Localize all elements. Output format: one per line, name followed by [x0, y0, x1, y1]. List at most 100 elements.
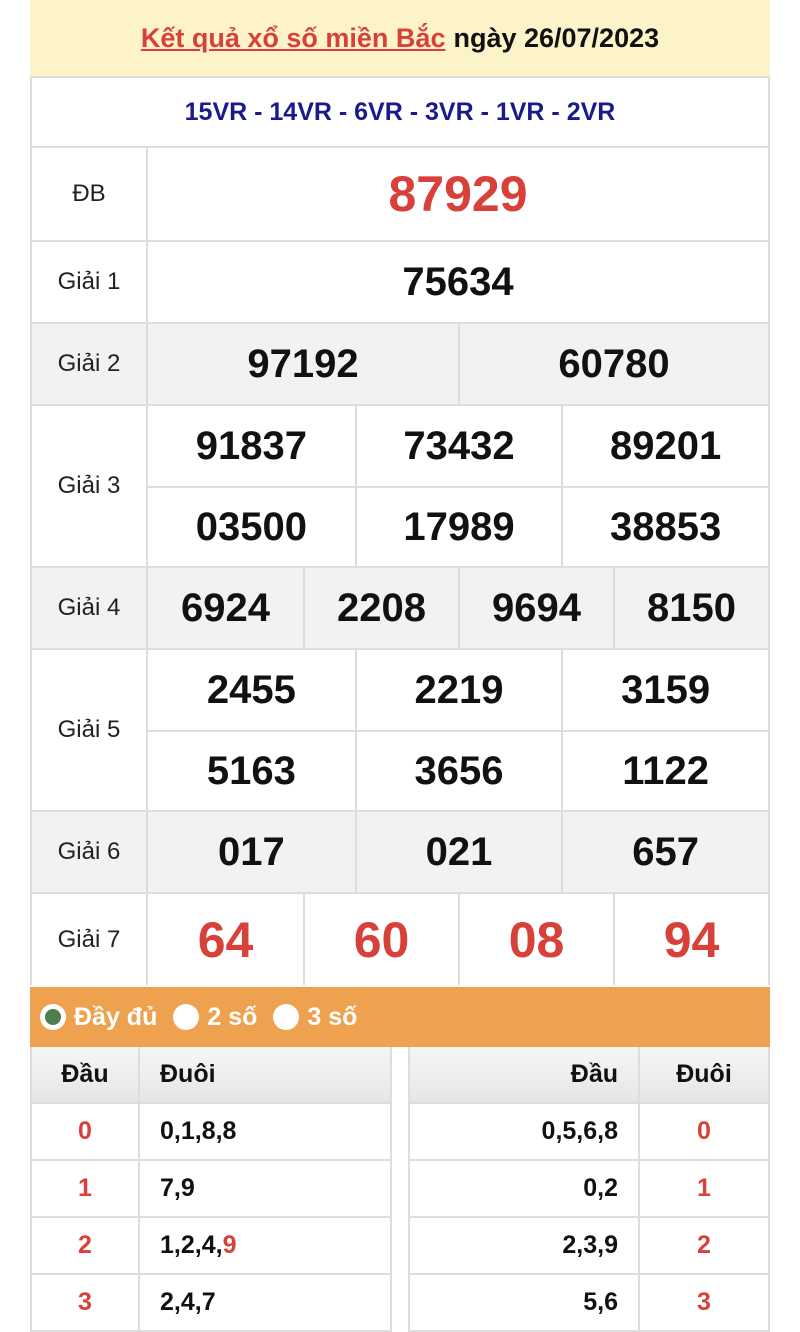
prize-number: 6924: [181, 585, 270, 630]
prize-number: 017: [217, 829, 285, 874]
prize-number: 2208: [303, 568, 458, 648]
loto-tail-value: 7,9: [160, 1174, 195, 1202]
column-header: Đuôi: [160, 1060, 216, 1088]
display-options: Đầy đủ 2 số 3 số: [30, 987, 770, 1047]
prize-label: ĐB: [32, 148, 148, 240]
loto-tail-value: 0,1,8,8: [160, 1117, 237, 1145]
loto-head: 0,2: [410, 1161, 640, 1216]
loto-row: 0 0,1,8,8: [30, 1104, 392, 1161]
prize-number: 9694: [458, 568, 613, 648]
option-label: 2 số: [207, 1002, 258, 1031]
prize-values: 97192 60780: [148, 324, 768, 404]
prize-number: 2219: [354, 650, 562, 730]
prize-row: Giải 6 017 021 657: [30, 810, 770, 892]
loto-row: 1 7,9: [30, 1161, 392, 1218]
option-1[interactable]: 2 số: [173, 1003, 257, 1032]
loto-header-row: Đầu Đuôi: [408, 1047, 770, 1104]
prize-label: Giải 2: [32, 324, 148, 404]
prize-row: Giải 5 2455 2219 3159 5163 3656 1122: [30, 648, 770, 810]
prize-number: 97192: [247, 341, 359, 386]
prize-number: 2455: [206, 667, 296, 712]
option-label: 3 số: [307, 1002, 358, 1031]
ticket-codes: 15VR - 14VR - 6VR - 3VR - 1VR - 2VR: [30, 76, 770, 146]
prize-number: 17989: [354, 486, 562, 566]
loto-head-value: 0,2: [583, 1174, 618, 1202]
loto-row: 5,6 3: [408, 1275, 770, 1332]
loto-tail-value: 2,4,7: [160, 1288, 216, 1316]
loto-tail-value: 0: [697, 1117, 711, 1145]
column-header: Đầu: [410, 1047, 640, 1102]
loto-tail: 2,4,7: [140, 1275, 390, 1330]
prize-label: Giải 4: [32, 568, 148, 648]
loto-head-value: 2,3,9: [562, 1231, 618, 1259]
prize-number: 87929: [388, 166, 528, 222]
prize-row: Giải 7 64 60 08 94: [30, 892, 770, 985]
prize-number: 75634: [402, 259, 514, 304]
loto-head: 0: [32, 1104, 140, 1159]
loto-head-value: 0,5,6,8: [541, 1117, 618, 1145]
radio-button[interactable]: [273, 1004, 300, 1030]
loto-tables: Đầu Đuôi 0 0,1,8,8 1 7,9 2 1,2,4, 9 3 2,4,7 Đầu Đuô…: [30, 1047, 770, 1332]
prize-values: 2455 2219 3159 5163 3656 1122: [148, 650, 768, 810]
prize-label: Giải 7: [32, 894, 148, 985]
loto-head: 1: [32, 1161, 140, 1216]
loto-tail-value: 1,2,4,: [160, 1231, 223, 1259]
prize-number: 657: [561, 812, 768, 892]
prize-number: 3159: [561, 650, 768, 730]
prize-number: 1122: [561, 730, 768, 810]
radio-button[interactable]: [40, 1004, 66, 1030]
loto-tail: 1,2,4, 9: [140, 1218, 390, 1273]
loto-tail: 7,9: [140, 1161, 390, 1216]
column-header: Đuôi: [676, 1060, 732, 1088]
prize-number: 94: [613, 894, 768, 985]
option-2[interactable]: 3 số: [273, 1003, 357, 1032]
loto-highlight: 9: [222, 1231, 237, 1259]
prize-values: 6924 2208 9694 8150: [148, 568, 768, 648]
prize-label: Giải 6: [32, 812, 148, 892]
loto-head-value: 3: [78, 1288, 92, 1316]
loto-row: 2,3,9 2: [408, 1218, 770, 1275]
prize-label: Giải 5: [32, 650, 148, 810]
title-date: ngày 26/07/2023: [453, 22, 660, 53]
loto-tail: 0,1,8,8: [140, 1104, 390, 1159]
loto-head: 3: [32, 1275, 140, 1330]
option-label: Đầy đủ: [74, 1002, 158, 1031]
prize-number: 60: [303, 894, 458, 985]
results-header: Kết quả xổ số miền Bắc ngày 26/07/2023: [30, 0, 770, 76]
prize-number: 64: [197, 911, 254, 968]
loto-tail-value: 1: [697, 1174, 711, 1202]
prize-number: 60780: [458, 324, 768, 404]
prize-values: 75634: [148, 242, 768, 322]
prize-number: 08: [458, 894, 613, 985]
loto-tail: 1: [640, 1161, 768, 1216]
prize-number: 021: [354, 812, 562, 892]
prize-number: 38853: [561, 486, 768, 566]
prize-row: Giải 1 75634: [30, 240, 770, 322]
prize-number: 91837: [195, 423, 307, 468]
prize-number: 73432: [354, 406, 562, 486]
loto-head: 0,5,6,8: [410, 1104, 640, 1159]
prize-number: 8150: [613, 568, 768, 648]
option-0[interactable]: Đầy đủ: [40, 1003, 157, 1032]
radio-button[interactable]: [173, 1004, 200, 1030]
prize-number: 89201: [561, 406, 768, 486]
title-link[interactable]: Kết quả xổ số miền Bắc: [140, 22, 446, 53]
results-container: Kết quả xổ số miền Bắc ngày 26/07/2023 1…: [30, 0, 770, 1332]
loto-head-value: 0: [78, 1117, 92, 1145]
prize-values: 64 60 08 94: [148, 894, 768, 985]
loto-head-value: 1: [78, 1174, 92, 1202]
prize-table: ĐB 87929 Giải 1 75634 Giải 2 97192 60780 Giải 3…: [30, 146, 770, 985]
prize-label: Giải 1: [32, 242, 148, 322]
loto-row: 0,5,6,8 0: [408, 1104, 770, 1161]
loto-head-value: 5,6: [583, 1288, 618, 1316]
loto-head-value: 2: [78, 1231, 92, 1259]
prize-row: Giải 4 6924 2208 9694 8150: [30, 566, 770, 648]
loto-tail: 0: [640, 1104, 768, 1159]
loto-tail-value: 2: [697, 1231, 711, 1259]
prize-label: Giải 3: [32, 406, 148, 566]
prize-number: 03500: [148, 486, 355, 566]
prize-values: 017 021 657: [148, 812, 768, 892]
loto-tail: 2: [640, 1218, 768, 1273]
column-header: Đầu: [32, 1047, 140, 1102]
loto-head: 2: [32, 1218, 140, 1273]
